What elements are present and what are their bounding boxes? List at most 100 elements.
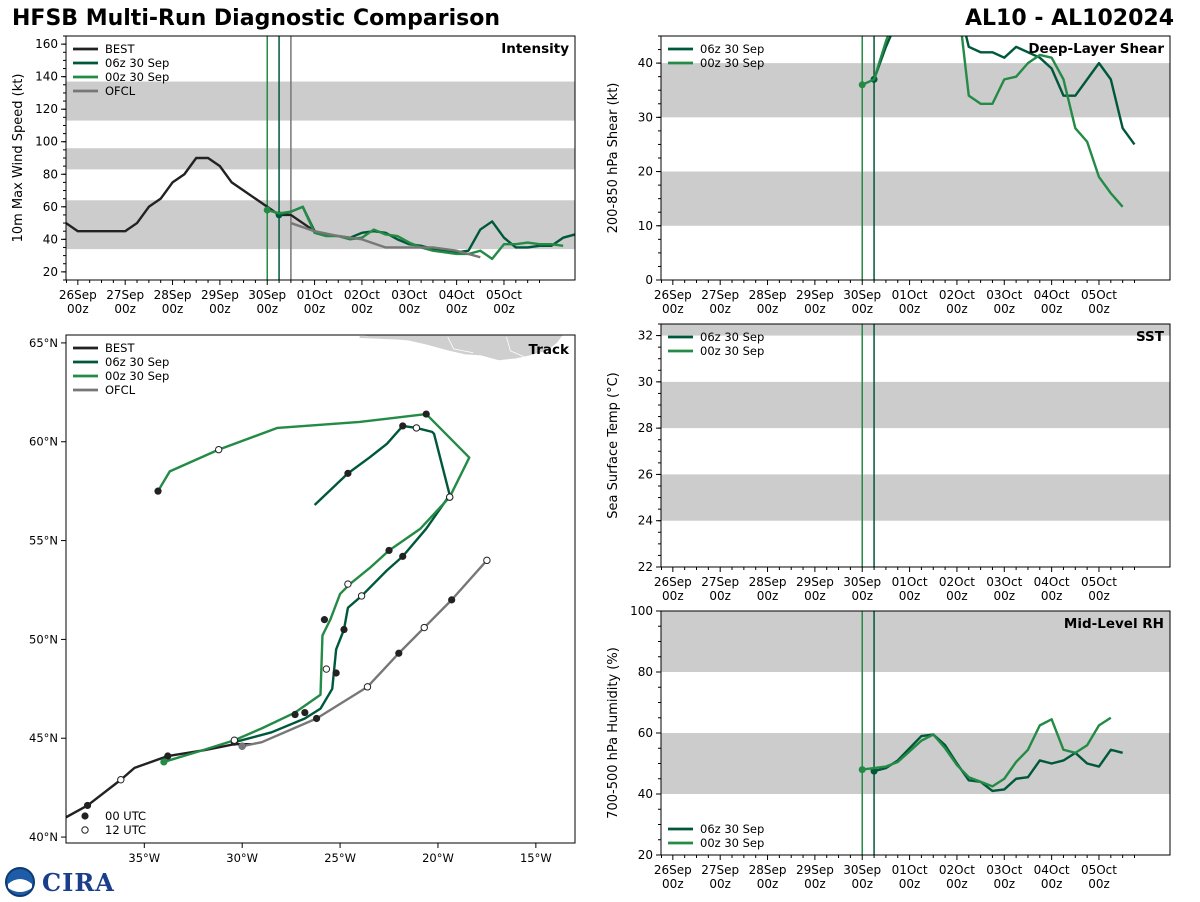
rh-xtick-sublabel: 00z (851, 877, 873, 891)
rh-xtick-sublabel: 00z (946, 877, 968, 891)
track-ytick-label: 50°N (29, 632, 58, 646)
intensity-ytick-label: 160 (35, 37, 58, 51)
shear-xtick-label: 26Sep (654, 288, 692, 302)
shear-xtick-sublabel: 00z (851, 302, 873, 316)
track-line-best (66, 742, 252, 819)
intensity-band (66, 81, 575, 121)
sst-xtick-label: 02Oct (939, 575, 975, 589)
sst-xtick-sublabel: 00z (1041, 589, 1063, 603)
track-point-12utc (357, 592, 366, 600)
track-point-12utc (230, 736, 239, 744)
intensity-ytick-label: 100 (35, 135, 58, 149)
intensity-xtick-label: 04Oct (439, 288, 475, 302)
storm-id: AL10 - AL102024 (965, 6, 1174, 31)
sst-xtick-sublabel: 00z (804, 589, 826, 603)
rh-xtick-label: 01Oct (892, 863, 928, 877)
shear-line-06z-30-sep (872, 36, 1136, 146)
iceland-border (506, 336, 525, 358)
intensity-xtick-sublabel: 00z (162, 302, 184, 316)
track-point-00utc (312, 714, 321, 723)
track-point-12utc (483, 556, 491, 565)
track-ytick-label: 60°N (29, 435, 58, 449)
intensity-xtick-sublabel: 00z (67, 302, 89, 316)
track-xtick-label: 25°W (324, 851, 356, 865)
rh-xtick-sublabel: 00z (1088, 877, 1110, 891)
shear-title: Deep-Layer Shear (1028, 41, 1164, 57)
shear-xtick-label: 05Oct (1081, 288, 1117, 302)
rh-xtick-sublabel: 00z (1041, 877, 1063, 891)
track-point-12utc (215, 445, 223, 454)
shear-legend-label: 00z 30 Sep (700, 56, 764, 70)
sst-ytick-label: 26 (638, 467, 653, 481)
intensity-ytick-label: 120 (35, 102, 58, 116)
panel-track: 35°W 30°W 25°W 20°W 15°W 40°N 45°N 50°N 55°N 60°N… (29, 334, 576, 865)
sst-legend-label: 00z 30 Sep (700, 344, 764, 358)
shear-xtick-label: 28Sep (749, 288, 787, 302)
shear-band (661, 63, 1170, 118)
rh-xtick-sublabel: 00z (662, 877, 684, 891)
shear-xtick-sublabel: 00z (899, 302, 921, 316)
track-line-00z-30-sep (156, 412, 471, 764)
rh-xtick-label: 27Sep (701, 863, 739, 877)
track-point-12utc (322, 665, 331, 673)
intensity-legend-label: 00z 30 Sep (105, 70, 169, 84)
shear-xtick-label: 02Oct (939, 288, 975, 302)
track-legend-label: 06z 30 Sep (105, 355, 169, 369)
shear-xtick-sublabel: 00z (1088, 302, 1110, 316)
track-legend-12utc-marker (81, 826, 89, 834)
intensity-legend-label: 06z 30 Sep (105, 56, 169, 70)
rh-legend-label: 00z 30 Sep (700, 836, 764, 850)
track-xtick-label: 30°W (226, 851, 258, 865)
sst-ytick-label: 22 (638, 560, 653, 574)
sst-band (661, 324, 1170, 336)
rh-xtick-label: 29Sep (796, 863, 834, 877)
track-point-00utc (332, 669, 340, 677)
shear-xtick-sublabel: 00z (1041, 302, 1063, 316)
intensity-xtick-sublabel: 00z (114, 302, 136, 316)
shear-xtick-label: 04Oct (1034, 288, 1070, 302)
sst-ylabel: Sea Surface Temp (°C) (606, 372, 621, 519)
sst-xtick-label: 27Sep (701, 575, 739, 589)
sst-ytick-label: 30 (638, 375, 653, 389)
sst-xtick-sublabel: 00z (946, 589, 968, 603)
track-xtick-label: 15°W (520, 851, 552, 865)
intensity-xtick-label: 26Sep (59, 288, 97, 302)
track-point-12utc (363, 683, 372, 691)
sst-band (661, 381, 1170, 429)
intensity-xtick-label: 01Oct (297, 288, 333, 302)
intensity-xtick-label: 02Oct (344, 288, 380, 302)
sst-xtick-label: 03Oct (986, 575, 1022, 589)
intensity-xtick-label: 05Oct (486, 288, 522, 302)
shear-xtick-label: 01Oct (892, 288, 928, 302)
intensity-ylabel: 10m Max Wind Speed (kt) (11, 74, 26, 243)
panel-shear: 01020304026Sep00z27Sep00z28Sep00z29Sep00… (606, 35, 1171, 316)
shear-ytick-label: 10 (638, 219, 653, 233)
intensity-xtick-sublabel: 00z (256, 302, 278, 316)
track-point-00utc (291, 710, 299, 719)
rh-xtick-sublabel: 00z (804, 877, 826, 891)
intensity-legend-label: OFCL (105, 84, 136, 98)
intensity-ytick-label: 80 (43, 167, 58, 181)
rh-xtick-sublabel: 00z (993, 877, 1015, 891)
track-xtick-label: 35°W (128, 851, 160, 865)
intensity-ytick-label: 140 (35, 70, 58, 84)
intensity-xtick-sublabel: 00z (398, 302, 420, 316)
track-point-00utc (160, 758, 168, 766)
sst-xtick-sublabel: 00z (993, 589, 1015, 603)
cira-logo-text: CIRA (42, 868, 115, 897)
iceland-coast (359, 335, 411, 340)
track-xtick-label: 20°W (422, 851, 454, 865)
sst-ytick-label: 28 (638, 421, 653, 435)
shear-start-marker (858, 81, 866, 89)
track-line-ofcl (241, 559, 488, 748)
intensity-xtick-sublabel: 00z (446, 302, 468, 316)
shear-xtick-sublabel: 00z (709, 302, 731, 316)
track-point-ofcl-start (238, 742, 246, 750)
sst-xtick-label: 26Sep (654, 575, 692, 589)
sst-xtick-label: 05Oct (1081, 575, 1117, 589)
sst-frame (660, 323, 1171, 568)
rh-ylabel: 700-500 hPa Humidity (%) (606, 647, 621, 819)
track-point-00utc (154, 487, 162, 495)
sst-ytick-label: 32 (638, 329, 653, 343)
sst-xtick-sublabel: 00z (709, 589, 731, 603)
